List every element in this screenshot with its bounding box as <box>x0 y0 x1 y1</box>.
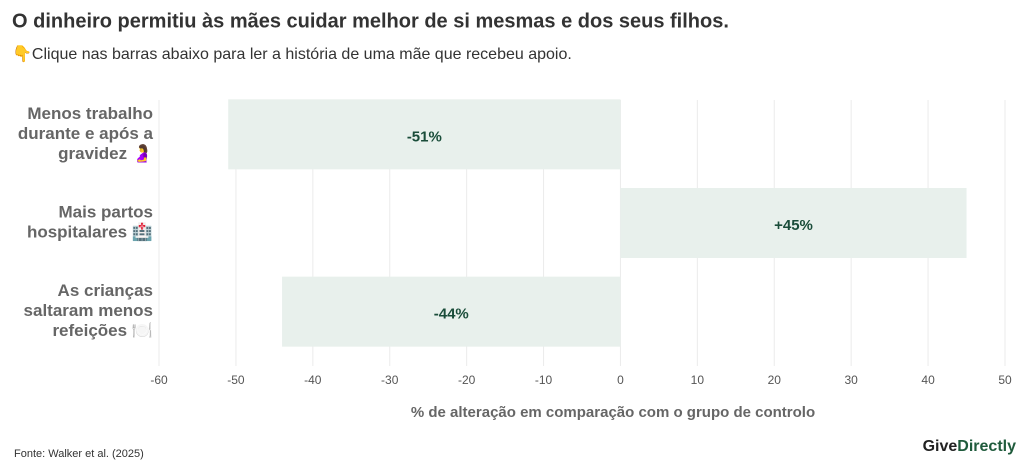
x-tick-label: -20 <box>458 373 476 387</box>
value-label: -51% <box>407 128 442 145</box>
x-tick-label: -40 <box>304 373 322 387</box>
y-tick-label: As crianças <box>58 281 153 300</box>
y-tick-label: durante e após a <box>18 124 154 143</box>
y-tick-label: refeições 🍽️ <box>52 321 153 340</box>
chart-subtitle: 👇Clique nas barras abaixo para ler a his… <box>12 45 572 63</box>
logo: GiveDirectly <box>923 438 1016 455</box>
x-tick-label: 20 <box>768 373 782 387</box>
y-tick-label: Menos trabalho <box>27 104 153 123</box>
x-tick-label: 30 <box>845 373 859 387</box>
value-label: -44% <box>434 306 469 323</box>
y-tick-label: gravidez 🤰 <box>58 143 153 163</box>
bar[interactable] <box>282 276 621 347</box>
x-axis-label: % de alteração em comparação com o grupo… <box>411 404 815 421</box>
x-tick-label: -10 <box>535 373 553 387</box>
bar[interactable] <box>620 188 967 258</box>
x-tick-label: -50 <box>227 373 245 387</box>
y-tick-label: hospitalares 🏥 <box>27 221 153 241</box>
x-tick-label: -30 <box>381 373 399 387</box>
x-tick-label: 0 <box>617 373 624 387</box>
x-tick-label: 50 <box>998 373 1012 387</box>
x-tick-label: 40 <box>921 373 935 387</box>
y-tick-label: Mais partos <box>59 202 153 221</box>
y-tick-label: saltaram menos <box>24 301 153 320</box>
logo-part: Directly <box>957 438 1016 455</box>
bar[interactable] <box>228 99 621 170</box>
chart-title: O dinheiro permitiu às mães cuidar melho… <box>12 10 729 32</box>
x-tick-label: 10 <box>691 373 705 387</box>
source: Fonte: Walker et al. (2025) <box>14 448 144 460</box>
value-label: +45% <box>774 217 813 234</box>
x-tick-label: -60 <box>150 373 168 387</box>
logo-part: Give <box>923 438 958 455</box>
